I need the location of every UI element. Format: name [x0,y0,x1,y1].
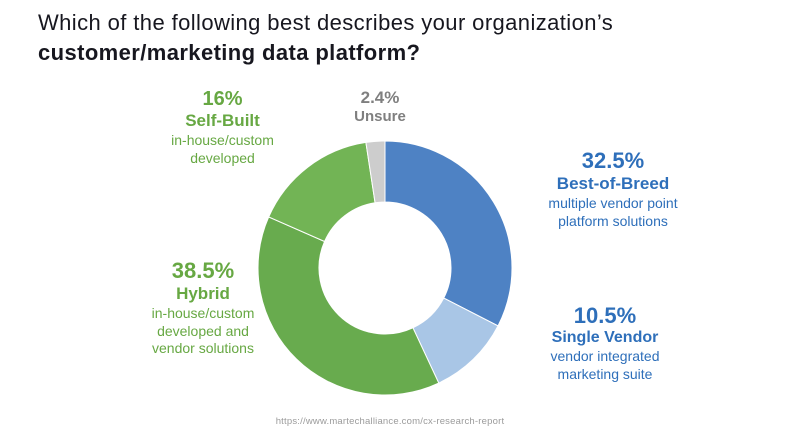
donut-chart [245,128,525,408]
callout-best-of-breed: 32.5% Best-of-Breed multiple vendor poin… [518,148,708,230]
chart-title: Which of the following best describes yo… [38,8,613,69]
best-of-breed-percent: 32.5% [581,148,645,173]
pie-slice-best-of-breed [384,140,513,327]
unsure-label: Unsure [354,108,406,125]
self-built-desc: in-house/custom developed [171,132,274,166]
chart-title-line1: Which of the following best describes yo… [38,10,614,35]
callout-hybrid: 38.5% Hybrid in-house/custom developed a… [118,258,288,358]
source-url: https://www.martechalliance.com/cx-resea… [275,416,505,427]
single-vendor-desc: vendor integrated marketing suite [550,348,660,382]
hybrid-percent: 38.5% [171,258,235,283]
pie-slice-hybrid [257,216,440,396]
single-vendor-percent: 10.5% [573,303,637,328]
self-built-percent: 16% [202,88,243,110]
unsure-percent: 2.4% [360,88,400,107]
hybrid-label: Hybrid [176,284,230,303]
self-built-label: Self-Built [185,111,260,130]
best-of-breed-desc: multiple vendor point platform solutions [548,195,678,229]
chart-title-line2: customer/marketing data platform? [38,40,421,66]
callout-single-vendor: 10.5% Single Vendor vendor integrated ma… [515,303,695,383]
callout-unsure: 2.4% Unsure [328,88,432,125]
hybrid-desc: in-house/custom developed and vendor sol… [151,305,255,356]
callout-self-built: 16% Self-Built in-house/custom developed [130,88,315,167]
best-of-breed-label: Best-of-Breed [556,174,670,193]
donut-chart-svg [257,140,513,396]
single-vendor-label: Single Vendor [551,329,659,346]
pie-slice-unsure [365,140,386,204]
